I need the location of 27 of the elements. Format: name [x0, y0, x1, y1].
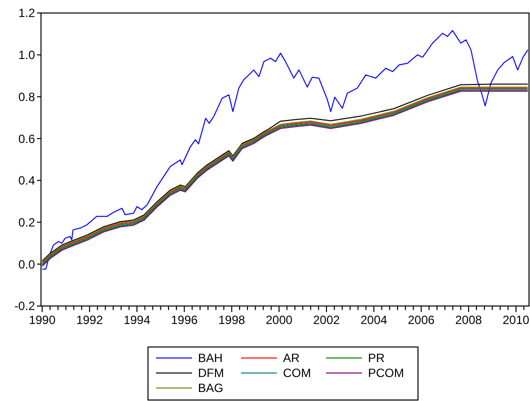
x-tick-label: 1996: [170, 313, 198, 327]
x-tick-label: 2010: [502, 313, 530, 327]
x-tick-label: 2000: [266, 313, 293, 327]
legend-label: AR: [283, 351, 300, 366]
y-tick-label: 0.4: [18, 174, 36, 188]
y-tick-label: 0.0: [18, 257, 36, 272]
x-tick-label: 2008: [455, 313, 482, 327]
x-tick-label: 1992: [76, 313, 104, 327]
x-tick-label: 1994: [124, 313, 151, 327]
x-tick-label: 1990: [28, 313, 56, 327]
x-tick-label: 2004: [360, 313, 388, 327]
y-tick-label: 1.0: [18, 48, 36, 62]
legend-label: BAH: [198, 351, 223, 366]
y-tick-label: 0.2: [18, 215, 36, 230]
legend-label: BAG: [198, 381, 224, 396]
legend-label: PCOM: [368, 366, 404, 380]
y-tick-label: 0.6: [18, 132, 36, 146]
y-tick-label: -0.2: [14, 299, 36, 314]
x-tick-label: 2006: [408, 313, 435, 327]
y-tick-label: 0.8: [18, 90, 36, 104]
legend-label: PR: [368, 351, 386, 366]
x-tick-label: 1998: [218, 313, 246, 327]
x-tick-label: 2002: [313, 313, 340, 327]
line-series: [42, 30, 528, 270]
legend-label: DFM: [198, 366, 224, 380]
legend-label: COM: [283, 366, 311, 380]
y-tick-label: 1.2: [18, 6, 36, 20]
